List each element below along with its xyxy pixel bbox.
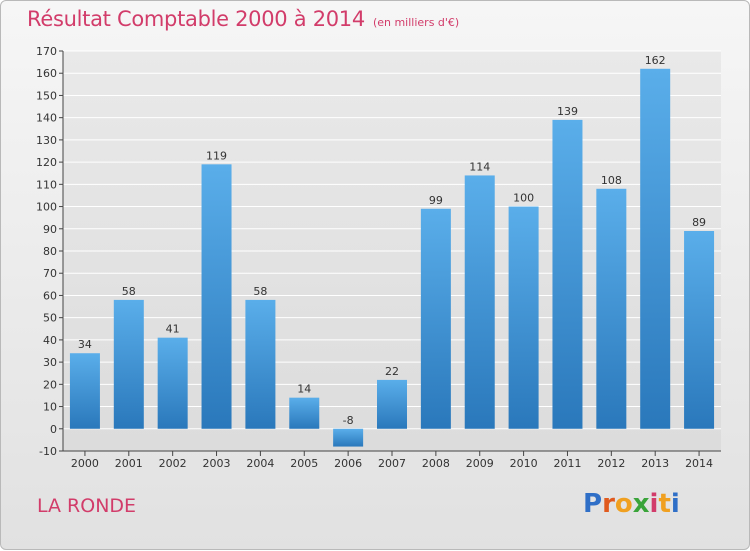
y-tick-label: 70 <box>43 267 57 280</box>
x-tick-label: 2013 <box>641 457 669 470</box>
x-tick-label: 2002 <box>159 457 187 470</box>
data-label: 108 <box>601 174 622 187</box>
y-tick-label: 30 <box>43 356 57 369</box>
bar <box>289 397 320 429</box>
data-label: 58 <box>253 285 267 298</box>
y-tick-label: 160 <box>36 67 57 80</box>
y-tick-label: 140 <box>36 112 57 125</box>
y-tick-label: 40 <box>43 334 57 347</box>
bar <box>69 353 100 429</box>
data-label: 100 <box>513 192 534 205</box>
bar <box>464 175 495 429</box>
logo-letter: P <box>583 489 603 519</box>
bar-series: 34 58 41 119 58 14 -8 22 99 114 100 139 108 162 89 <box>69 54 715 447</box>
x-tick-label: 2014 <box>685 457 713 470</box>
x-tick-label: 2011 <box>553 457 581 470</box>
y-tick-label: 110 <box>36 178 57 191</box>
chart-title-text: Résultat Comptable 2000 à 2014 <box>27 7 365 31</box>
x-tick-label: 2003 <box>203 457 231 470</box>
y-tick-label: 20 <box>43 378 57 391</box>
logo-letter: x <box>632 489 650 519</box>
x-axis: 2000 2001 2002 2003 2004 2005 2006 2007 2008 2009… <box>63 450 721 470</box>
y-tick-label: 50 <box>43 312 57 325</box>
logo-letter: i <box>649 489 659 519</box>
chart-subtitle: (en milliers d'€) <box>372 16 460 29</box>
bar <box>640 68 671 429</box>
data-label: 162 <box>645 54 666 67</box>
chart-title: Résultat Comptable 2000 à 2014 (en millie… <box>27 7 459 31</box>
logo-letter: i <box>670 489 680 519</box>
y-tick-label: 170 <box>36 45 57 58</box>
y-tick-label: -10 <box>39 445 57 458</box>
y-tick-label: 60 <box>43 289 57 302</box>
data-label: 14 <box>297 383 311 396</box>
y-tick-label: 80 <box>43 245 57 258</box>
bar <box>157 337 188 429</box>
x-tick-label: 2006 <box>334 457 362 470</box>
bar <box>508 206 539 429</box>
y-tick-label: 100 <box>36 201 57 214</box>
bar <box>113 299 144 429</box>
data-label: 89 <box>692 216 706 229</box>
x-tick-label: 2004 <box>246 457 274 470</box>
y-tick-label: 0 <box>50 423 57 436</box>
bar <box>596 188 627 429</box>
x-tick-label: 2012 <box>597 457 625 470</box>
bar <box>684 231 715 429</box>
y-tick-label: 90 <box>43 223 57 236</box>
commune-name: LA RONDE <box>37 495 137 517</box>
y-tick-label: 10 <box>43 401 57 414</box>
logo-letter: t <box>658 489 671 519</box>
data-label: 114 <box>469 160 490 173</box>
bar <box>377 379 407 429</box>
data-label: 119 <box>206 149 227 162</box>
x-tick-label: 2010 <box>510 457 538 470</box>
x-tick-label: 2009 <box>466 457 494 470</box>
bar <box>552 119 583 429</box>
x-tick-label: 2005 <box>290 457 318 470</box>
data-label: 99 <box>429 194 443 207</box>
bar <box>333 428 364 447</box>
y-tick-label: 120 <box>36 156 57 169</box>
y-tick-label: 150 <box>36 89 57 102</box>
x-tick-label: 2000 <box>71 457 99 470</box>
data-label: 41 <box>166 323 180 336</box>
x-tick-label: 2008 <box>422 457 450 470</box>
logo-letter: o <box>614 489 633 519</box>
x-tick-label: 2001 <box>115 457 143 470</box>
proxiti-logo: Proxiti <box>583 489 680 519</box>
bar <box>420 208 451 429</box>
data-label: 22 <box>385 365 399 378</box>
data-label: 58 <box>122 285 136 298</box>
logo-letter: r <box>602 489 615 519</box>
data-label: 34 <box>78 338 92 351</box>
y-axis: -10 0 10 20 30 40 50 60 70 80 90 100 110 120 130 140 150… <box>36 45 64 458</box>
x-tick-label: 2007 <box>378 457 406 470</box>
bar <box>245 299 276 429</box>
data-label: -8 <box>343 414 354 427</box>
bar <box>201 164 232 429</box>
data-label: 139 <box>557 105 578 118</box>
y-tick-label: 130 <box>36 134 57 147</box>
